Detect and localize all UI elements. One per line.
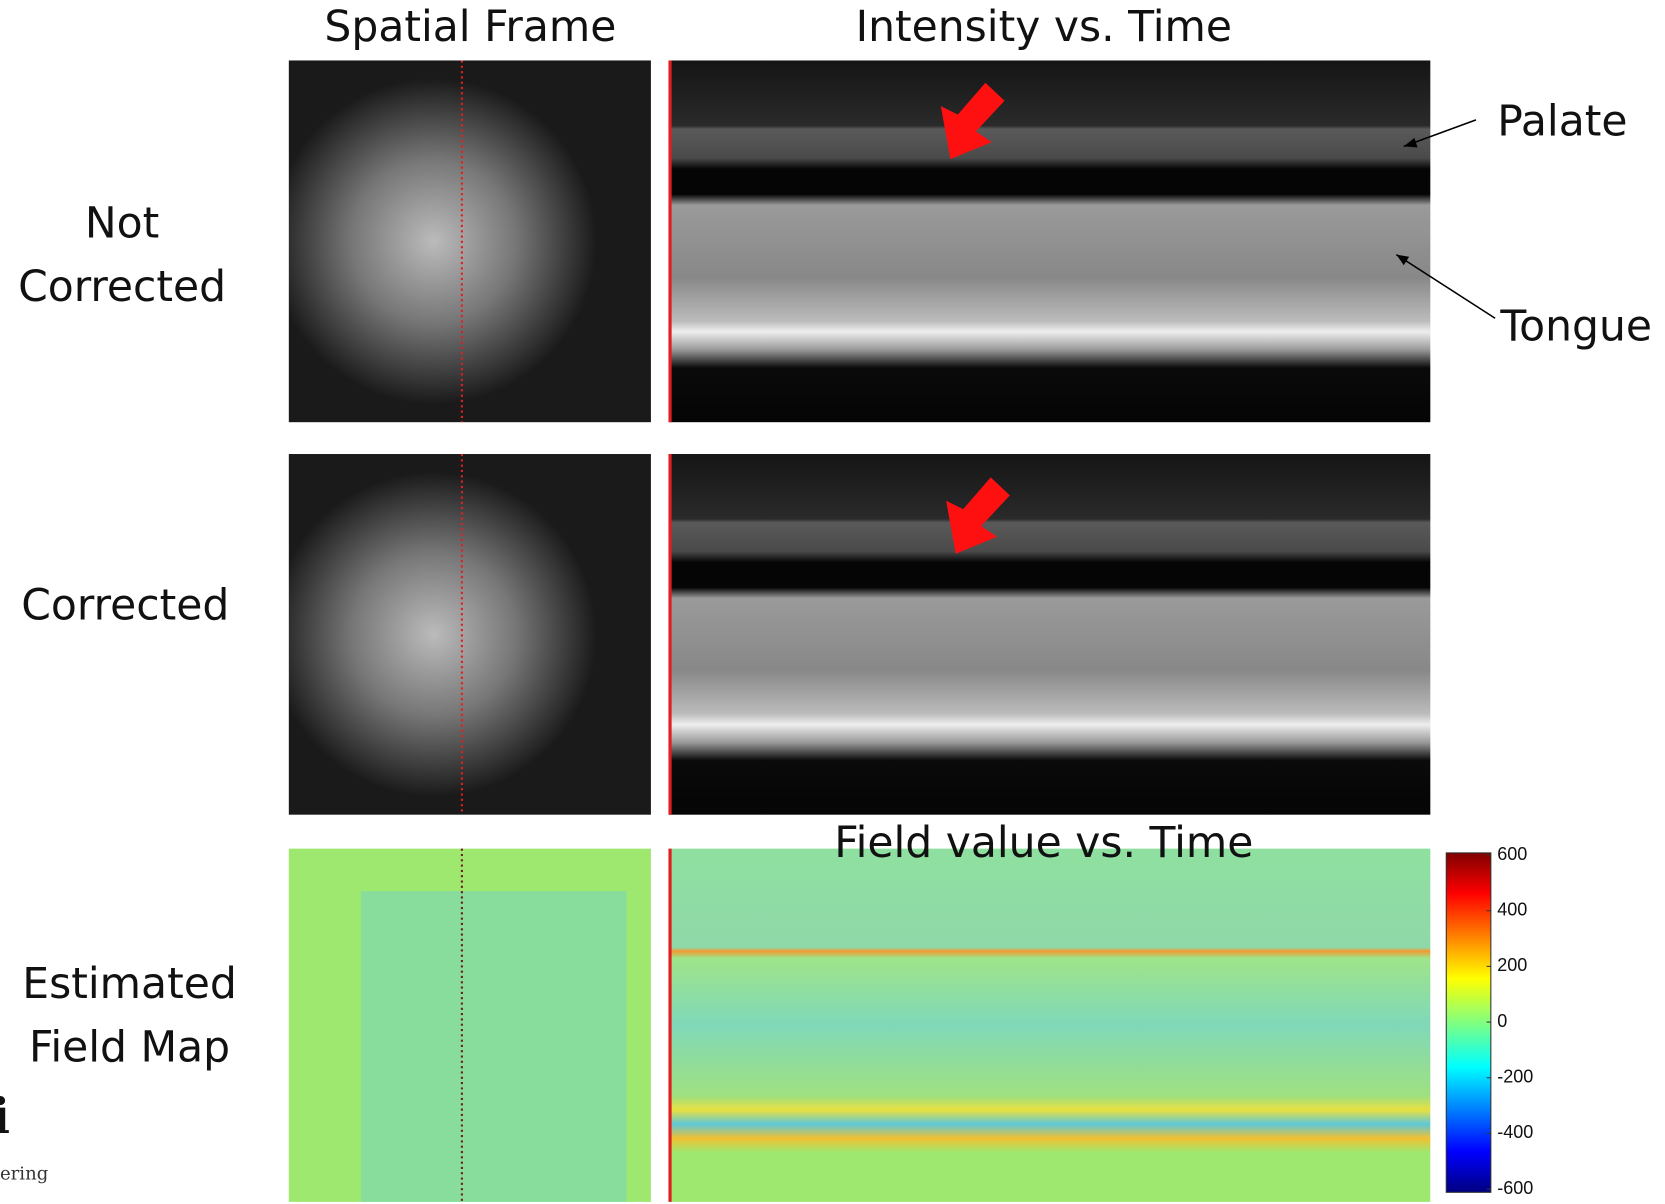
logo-text: ering xyxy=(0,1164,49,1185)
row-label: Estimated xyxy=(22,960,236,1009)
annotation: Tongue xyxy=(1499,302,1652,351)
colorbar-tick-label: 600 xyxy=(1497,844,1527,864)
colorbar-tick-label: 200 xyxy=(1497,955,1527,975)
colorbar-tick-label: -400 xyxy=(1497,1122,1533,1142)
colorbar-tick-label: 400 xyxy=(1497,899,1527,919)
column-header: Spatial Frame xyxy=(324,3,616,52)
annotation: Palate xyxy=(1497,98,1627,147)
logo-mark: i xyxy=(0,1087,10,1145)
spatial-image xyxy=(289,60,651,422)
temporal-image xyxy=(669,60,1430,422)
row-label: Corrected xyxy=(21,581,229,630)
colorbar-tick-label: -200 xyxy=(1497,1067,1533,1087)
field-region xyxy=(361,891,626,1202)
colorbar-tick-label: 0 xyxy=(1497,1011,1507,1031)
slide: Spatial Frame Intensity vs. Time Not Cor… xyxy=(0,0,1665,1204)
row-label: Field Map xyxy=(29,1024,230,1073)
row-label: Corrected xyxy=(18,263,226,312)
column-header: Intensity vs. Time xyxy=(856,3,1232,52)
colorbar xyxy=(1446,853,1491,1192)
temporal-image xyxy=(669,454,1430,815)
colorbar-ticks: 600 400 200 0 -200 -400 -600 xyxy=(1487,844,1534,1198)
row-label: Not xyxy=(85,199,159,248)
spatial-image xyxy=(289,454,651,815)
colorbar-tick-label: -600 xyxy=(1497,1178,1533,1198)
temporal-field-map xyxy=(669,849,1430,1202)
panel-title: Field value vs. Time xyxy=(834,819,1253,868)
